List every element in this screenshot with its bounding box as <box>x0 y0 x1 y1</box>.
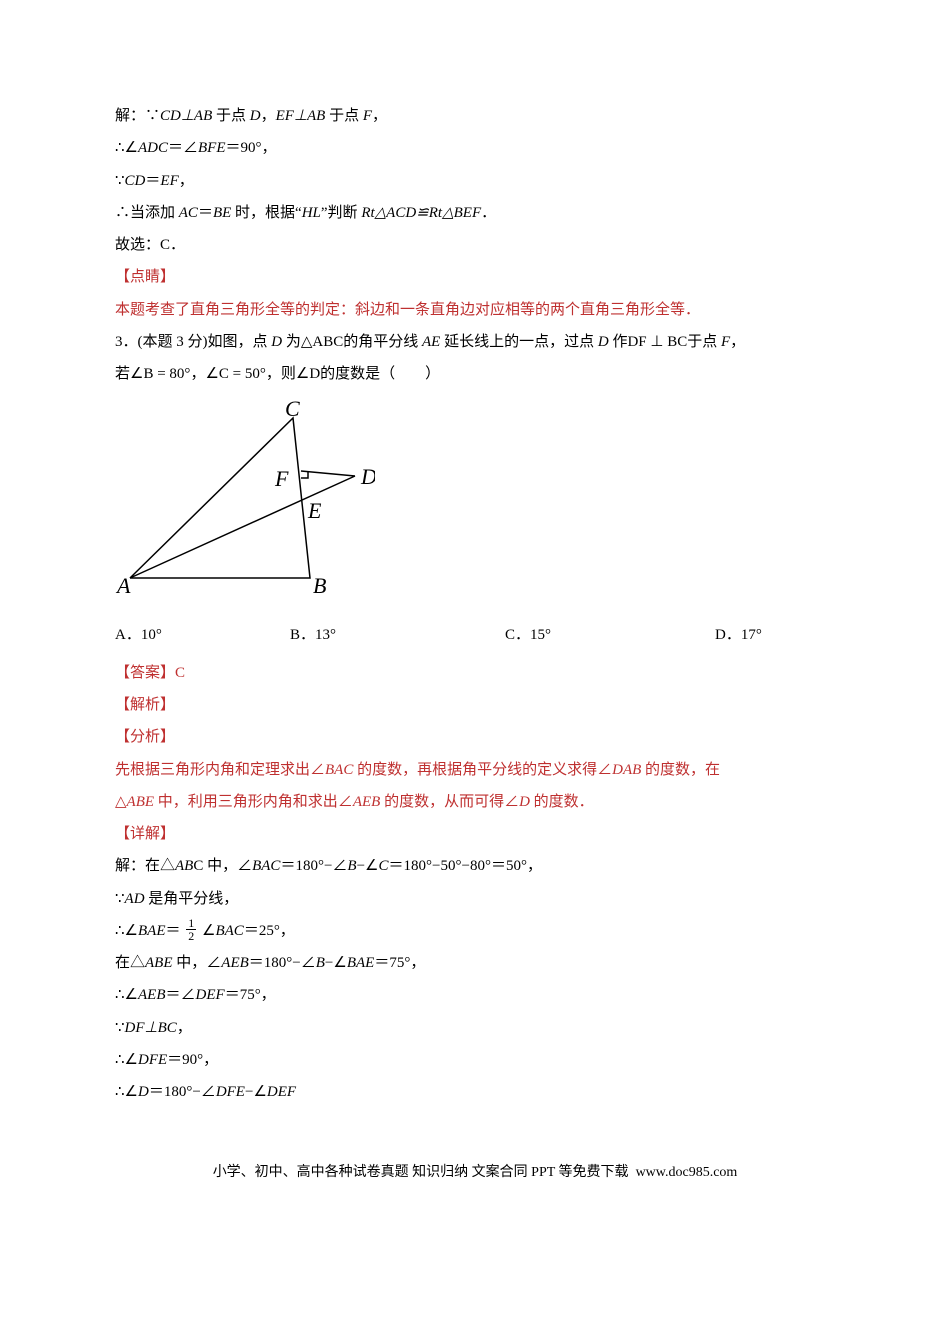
fraction-half: 12 <box>186 917 196 942</box>
label-D: D <box>360 464 375 489</box>
solution-line: 解：∵CD⊥AB 于点 D，EF⊥AB 于点 F， <box>115 100 835 132</box>
solution-line: 故选：C． <box>115 229 835 261</box>
label-B: B <box>313 573 326 598</box>
page-footer: 小学、初中、高中各种试卷真题 知识归纳 文案合同 PPT 等免费下载 www.d… <box>115 1108 835 1188</box>
fenxi-text: △ABE 中，利用三角形内角和求出∠AEB 的度数，从而可得∠D 的度数． <box>115 786 835 818</box>
choice-c: C．15° <box>505 619 715 651</box>
step-5: ∴∠AEB＝∠DEF＝75°， <box>115 979 835 1011</box>
choice-b: B．13° <box>290 619 505 651</box>
question-3: 3．(本题 3 分)如图，点 D 为△ABC的角平分线 AE 延长线上的一点，过… <box>115 326 835 358</box>
question-3-cont: 若∠B = 80°，∠C = 50°，则∠D的度数是（ ） <box>115 358 835 390</box>
label-C: C <box>285 398 300 421</box>
solution-line: ∴当添加 AC＝BE 时，根据“HL”判断 Rt△ACD≌Rt△BEF． <box>115 197 835 229</box>
section-fenxi: 【分析】 <box>115 721 835 753</box>
section-dianjing: 【点睛】 <box>115 261 835 293</box>
solution-line: ∵CD＝EF， <box>115 165 835 197</box>
fenxi-text: 先根据三角形内角和定理求出∠BAC 的度数，再根据角平分线的定义求得∠DAB 的… <box>115 754 835 786</box>
step-2: ∵AD 是角平分线， <box>115 883 835 915</box>
step-1: 解：在△ABC 中，∠BAC＝180°−∠B−∠C＝180°−50°−80°＝5… <box>115 850 835 882</box>
step-3: ∴∠BAE＝ 12 ∠BAC＝25°， <box>115 915 835 947</box>
dianjing-text: 本题考查了直角三角形全等的判定：斜边和一条直角边对应相等的两个直角三角形全等． <box>115 294 835 326</box>
step-7: ∴∠DFE＝90°， <box>115 1044 835 1076</box>
section-answer: 【答案】C <box>115 657 835 689</box>
answer-choices: A．10° B．13° C．15° D．17° <box>115 619 835 651</box>
section-jiexi: 【解析】 <box>115 689 835 721</box>
choice-a: A．10° <box>115 619 290 651</box>
step-6: ∵DF⊥BC， <box>115 1012 835 1044</box>
label-A: A <box>115 573 131 598</box>
step-8: ∴∠D＝180°−∠DFE−∠DEF <box>115 1076 835 1108</box>
solution-line: ∴∠ADC＝∠BFE＝90°， <box>115 132 835 164</box>
step-4: 在△ABE 中，∠AEB＝180°−∠B−∠BAE＝75°， <box>115 947 835 979</box>
geometry-figure: A B C D E F <box>115 398 835 610</box>
choice-d: D．17° <box>715 619 835 651</box>
section-xiangjie: 【详解】 <box>115 818 835 850</box>
label-E: E <box>307 498 322 523</box>
label-F: F <box>274 466 289 491</box>
